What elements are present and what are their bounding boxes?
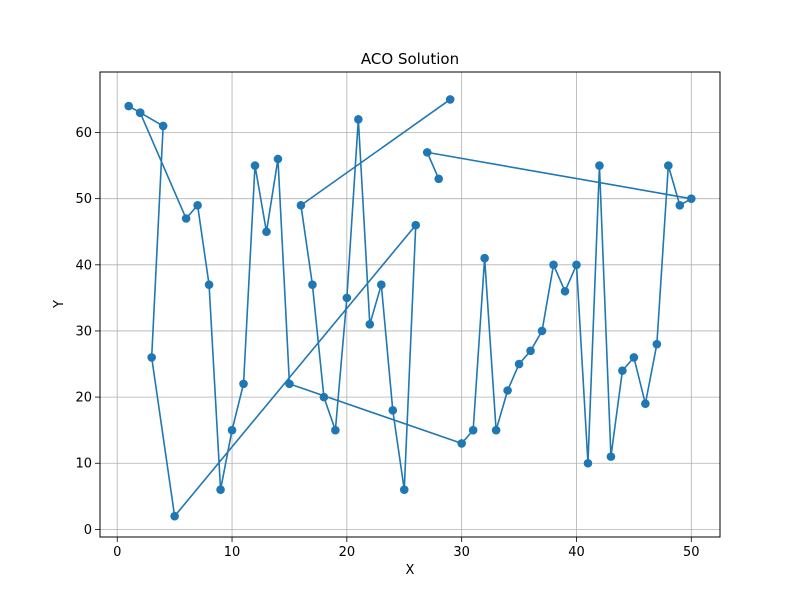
route-point xyxy=(250,161,260,170)
x-tick-label: 30 xyxy=(453,545,470,560)
y-axis-label: Y xyxy=(52,300,67,309)
route-point xyxy=(273,154,283,164)
route-point xyxy=(147,353,156,362)
route-point xyxy=(572,260,581,270)
grid xyxy=(100,72,720,537)
route-point xyxy=(170,511,179,521)
x-tick-label: 20 xyxy=(339,545,356,560)
route-point xyxy=(193,200,202,210)
y-tick-label: 30 xyxy=(75,324,92,339)
route-point xyxy=(445,95,455,104)
route-point xyxy=(583,458,593,468)
route-point xyxy=(135,108,145,117)
route-point xyxy=(262,227,271,237)
x-tick-label: 10 xyxy=(224,545,241,560)
x-tick-label: 50 xyxy=(683,545,700,560)
route-point xyxy=(434,174,444,184)
series-route xyxy=(124,95,696,521)
route-point xyxy=(503,386,512,395)
route-point xyxy=(560,286,570,296)
y-tick-label: 40 xyxy=(75,258,92,273)
route-point xyxy=(468,425,478,435)
route-point xyxy=(227,425,237,435)
route-point xyxy=(652,339,662,349)
route-point xyxy=(480,253,489,263)
x-tick-label: 40 xyxy=(568,545,585,560)
y-tick-label: 60 xyxy=(75,126,92,141)
route-point xyxy=(641,399,650,409)
route-point xyxy=(457,439,466,448)
route-point xyxy=(549,260,558,270)
route-point xyxy=(239,379,248,389)
route-point xyxy=(158,121,168,131)
route-point xyxy=(124,101,134,111)
axis-ticks: 0 10 20 30 40 50 0 10 20 30 40 50 60 xyxy=(75,126,699,560)
route-point xyxy=(354,114,363,124)
x-tick-label: 0 xyxy=(113,545,121,560)
route-point xyxy=(526,346,535,356)
route-point xyxy=(686,194,696,203)
route-point xyxy=(296,200,306,210)
plot-frame xyxy=(99,71,721,538)
route-point xyxy=(204,280,214,289)
route-point xyxy=(342,293,352,303)
route-point xyxy=(675,200,685,210)
route-point xyxy=(181,214,191,223)
route-point xyxy=(606,452,616,461)
route-point xyxy=(319,392,329,402)
route-point xyxy=(664,161,673,170)
route-point xyxy=(514,359,524,369)
route-point xyxy=(285,379,294,389)
route-point xyxy=(376,280,386,289)
route-point xyxy=(629,353,639,362)
route-point xyxy=(331,425,340,435)
route-point xyxy=(618,366,627,375)
y-tick-label: 20 xyxy=(75,391,92,406)
route-point xyxy=(388,406,398,415)
route-point xyxy=(537,326,547,336)
y-tick-label: 10 xyxy=(75,457,92,472)
x-axis-label: X xyxy=(406,563,415,578)
route-point xyxy=(491,425,501,435)
route-point xyxy=(595,161,604,170)
route-point xyxy=(308,280,317,289)
chart-title: ACO Solution xyxy=(361,50,459,68)
y-tick-label: 50 xyxy=(75,192,92,207)
y-tick-label: 0 xyxy=(84,523,92,538)
route-point xyxy=(422,148,432,157)
route-point xyxy=(365,320,375,329)
route-point xyxy=(399,485,409,495)
route-point xyxy=(216,485,225,495)
route-point xyxy=(411,220,421,230)
